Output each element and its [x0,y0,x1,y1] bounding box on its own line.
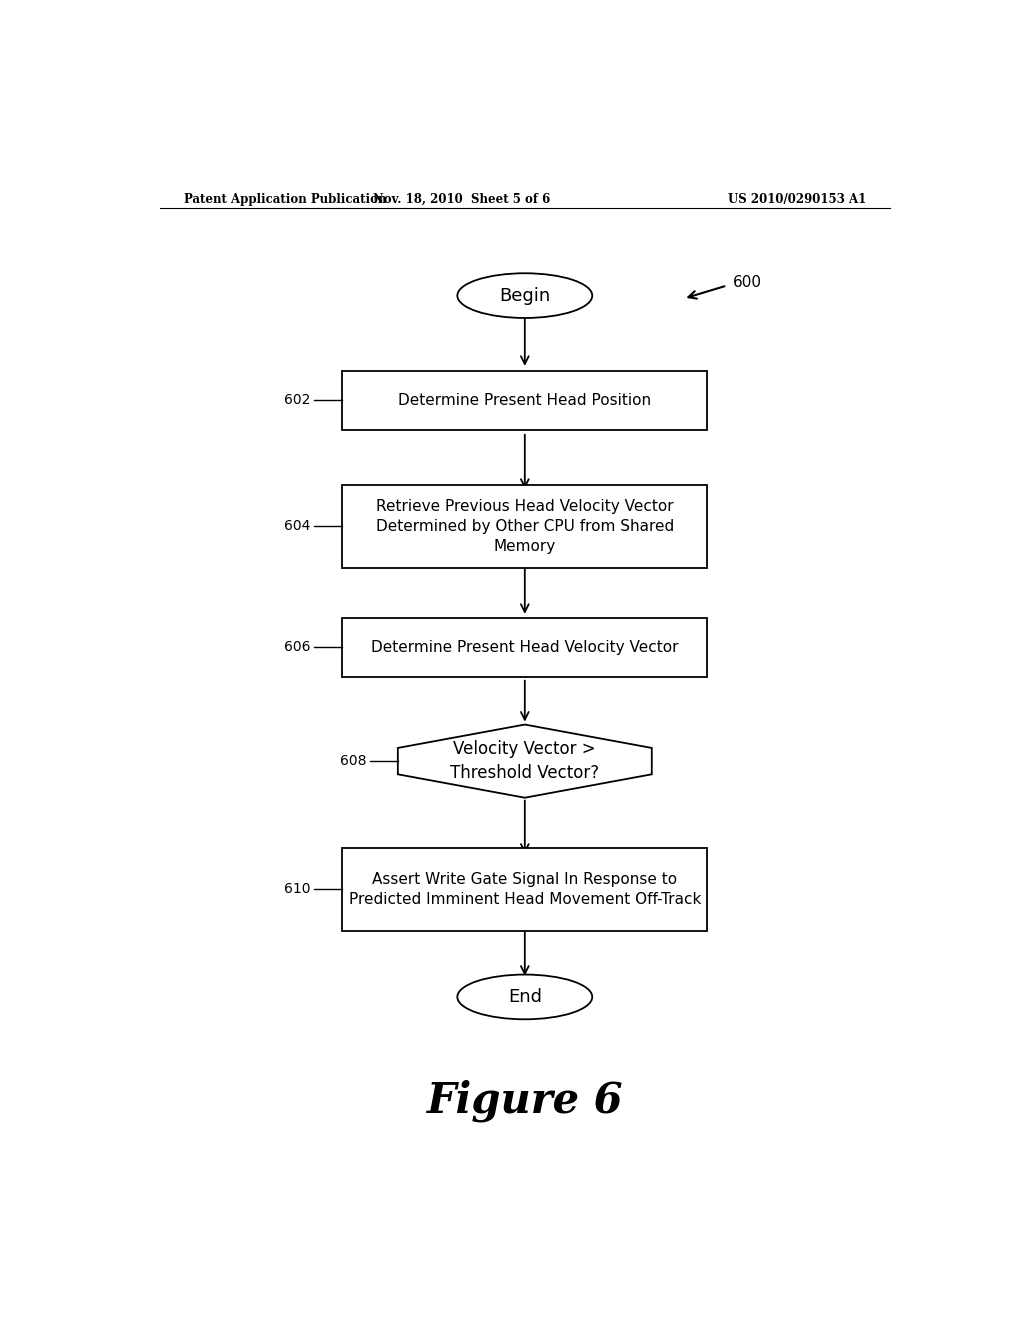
Polygon shape [397,725,652,797]
Text: US 2010/0290153 A1: US 2010/0290153 A1 [728,193,866,206]
Ellipse shape [458,974,592,1019]
Text: Velocity Vector >
Threshold Vector?: Velocity Vector > Threshold Vector? [451,741,599,781]
FancyBboxPatch shape [342,847,708,931]
Text: 604: 604 [284,519,310,533]
Text: Begin: Begin [499,286,551,305]
Text: Determine Present Head Velocity Vector: Determine Present Head Velocity Vector [371,640,679,655]
Ellipse shape [458,273,592,318]
Text: Patent Application Publication: Patent Application Publication [183,193,386,206]
Text: Retrieve Previous Head Velocity Vector
Determined by Other CPU from Shared
Memor: Retrieve Previous Head Velocity Vector D… [376,499,674,553]
Text: 608: 608 [340,754,366,768]
Text: Figure 6: Figure 6 [426,1080,624,1122]
Text: 600: 600 [733,275,762,290]
Text: 610: 610 [284,882,310,896]
FancyBboxPatch shape [342,484,708,568]
Text: Determine Present Head Position: Determine Present Head Position [398,393,651,408]
Text: 606: 606 [284,640,310,655]
Text: End: End [508,987,542,1006]
FancyBboxPatch shape [342,371,708,430]
Text: Nov. 18, 2010  Sheet 5 of 6: Nov. 18, 2010 Sheet 5 of 6 [373,193,550,206]
Text: 602: 602 [284,393,310,408]
FancyBboxPatch shape [342,618,708,677]
Text: Assert Write Gate Signal In Response to
Predicted Imminent Head Movement Off-Tra: Assert Write Gate Signal In Response to … [348,871,701,907]
